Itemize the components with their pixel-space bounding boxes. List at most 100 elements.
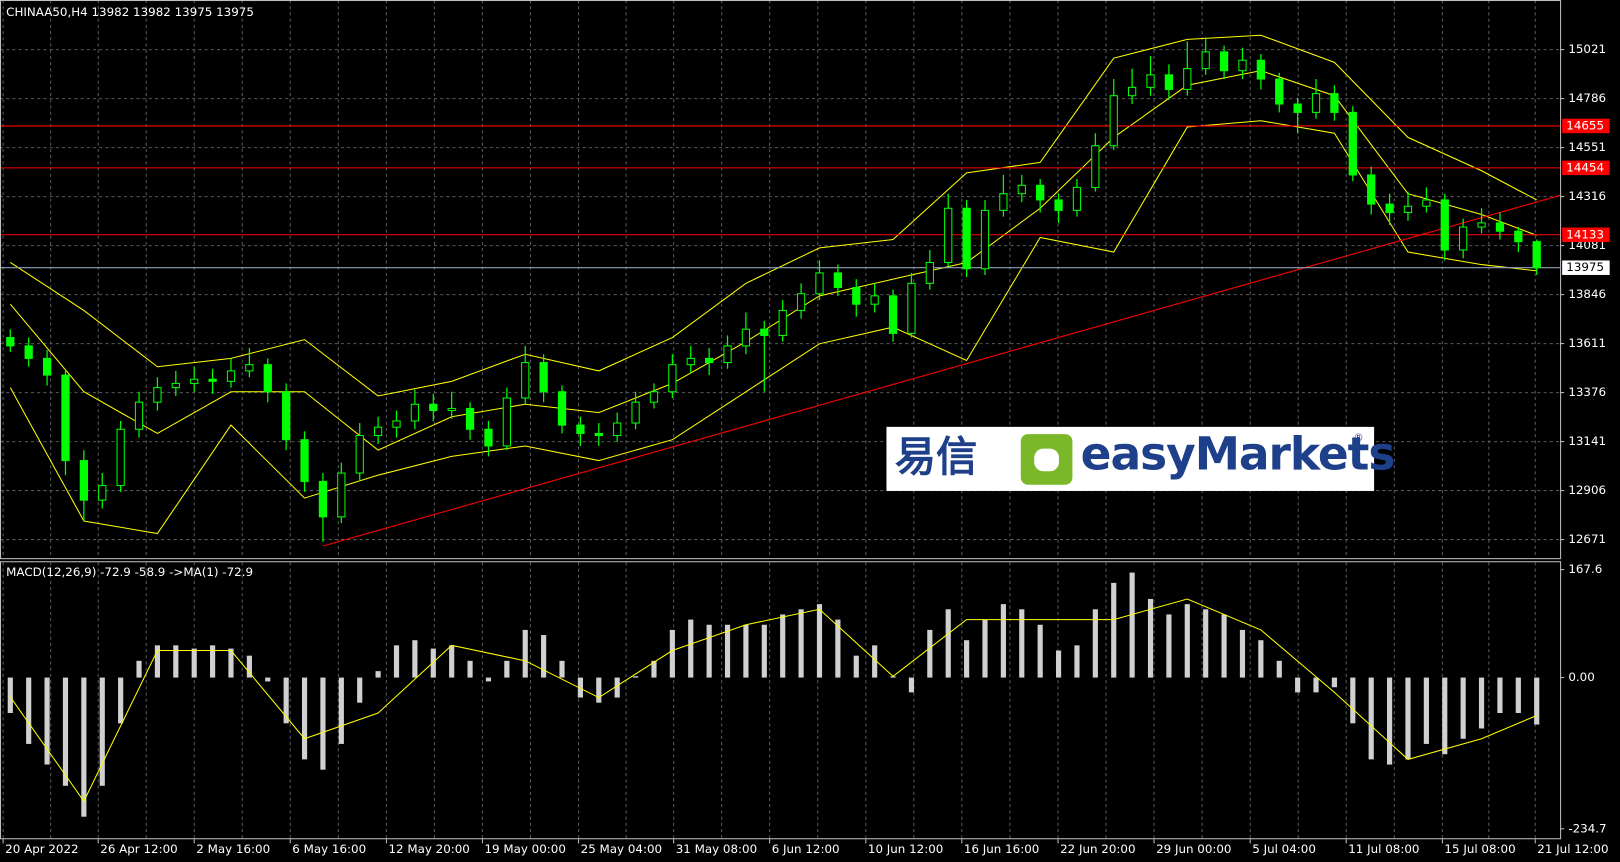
candle-body: [1183, 68, 1192, 90]
candle-body: [925, 261, 934, 284]
watermark-brand: easyMarkets: [1081, 427, 1395, 480]
frame: [0, 0, 1562, 840]
macd-bar: [1019, 609, 1025, 678]
macd-title: MACD(12,26,9) -72.9 -58.9 ->MA(1) -72.9: [6, 565, 253, 579]
macd-bar: [228, 648, 234, 678]
macd-bar: [982, 619, 988, 678]
x-tick-label: 2 May 16:00: [196, 842, 270, 856]
macd-bar: [1423, 677, 1429, 744]
bollinger-upper: [10, 34, 1537, 397]
macd-bar: [780, 614, 786, 678]
candle-body: [1275, 78, 1284, 105]
candle-body: [980, 209, 990, 270]
x-tick-label: 11 Jul 08:00: [1348, 842, 1419, 856]
macd-bar: [7, 677, 13, 714]
candle-body: [1459, 226, 1468, 251]
x-tick-label: 16 Jun 16:00: [964, 842, 1039, 856]
macd-bar: [1295, 677, 1301, 693]
candle-body: [539, 362, 548, 393]
watermark-cn: 易信: [895, 433, 978, 481]
candle-body: [1164, 74, 1174, 90]
x-tick-label: 10 Jun 12:00: [868, 842, 943, 856]
macd-bar: [1092, 609, 1098, 678]
candle-body: [6, 337, 15, 347]
x-tick-label: 5 Jul 04:00: [1252, 842, 1316, 856]
macd-bar: [118, 677, 124, 724]
candle-body: [631, 401, 640, 424]
macd-bar: [265, 677, 271, 682]
candle-body: [1109, 95, 1118, 147]
candle-body: [999, 193, 1008, 211]
y-tick-label: 13141: [1568, 434, 1606, 448]
candle-body: [1514, 230, 1523, 243]
candle-body: [1330, 93, 1339, 113]
x-tick-label: 6 May 16:00: [292, 842, 366, 856]
candle-body: [613, 422, 622, 437]
candle-body: [594, 432, 603, 437]
y-tick-label: 14786: [1568, 91, 1606, 105]
macd-bar: [688, 619, 694, 678]
macd-bar: [835, 619, 841, 678]
macd-bar: [743, 624, 749, 678]
macd-bar: [357, 677, 363, 703]
candle-body: [42, 357, 52, 376]
x-tick-label: 29 Jun 00:00: [1156, 842, 1231, 856]
macd-bar: [1147, 598, 1154, 678]
trendline: [322, 194, 1561, 547]
candle-body: [1477, 222, 1486, 228]
y-tick-label: 13376: [1568, 385, 1606, 399]
candle-body: [686, 357, 695, 366]
macd-bar: [1055, 650, 1062, 678]
macd-bar: [669, 629, 675, 678]
candle-body: [778, 309, 787, 336]
level-label: 14133: [1566, 227, 1604, 241]
macd-bar: [1166, 614, 1172, 678]
candle-body: [484, 428, 493, 447]
candle-body: [1219, 51, 1229, 72]
candle-body: [888, 295, 898, 334]
candle-body: [1036, 184, 1045, 201]
candle-body: [226, 370, 236, 382]
x-tick-label: 21 Jul 12:00: [1537, 842, 1608, 856]
candle-body: [300, 439, 309, 482]
y-tick-label: 13846: [1568, 287, 1606, 301]
macd-bar: [1203, 609, 1209, 678]
labels: CHINAA50,H4 13982 13982 13975 13975 MACD…: [5, 5, 1610, 856]
candle-body: [815, 272, 824, 295]
candle-body: [410, 403, 420, 422]
y-tick-label: 12906: [1568, 483, 1606, 497]
candle-body: [116, 428, 125, 487]
macd-bar: [1000, 604, 1006, 678]
macd-bar: [1074, 645, 1080, 678]
y-tick-label: 13611: [1568, 336, 1606, 350]
macd-bar: [1405, 677, 1411, 760]
macd-bar: [1350, 677, 1356, 724]
macd-bar: [44, 677, 50, 765]
macd-bar: [1368, 677, 1374, 760]
candle-body: [796, 293, 806, 311]
macd-bar: [945, 609, 951, 678]
macd-bar: [301, 677, 308, 760]
macd-bar: [1037, 624, 1043, 678]
macd-bar: [393, 645, 400, 678]
macd-bar: [1497, 677, 1503, 714]
candle-body: [668, 364, 677, 393]
candle-body: [1532, 241, 1541, 269]
macd-bar: [651, 660, 657, 678]
macd-bar: [1442, 677, 1448, 755]
candle-body: [1440, 199, 1449, 251]
macd-bar: [26, 677, 32, 744]
macd-bar: [246, 655, 252, 678]
candle-body: [870, 295, 879, 305]
macd-bar: [1129, 572, 1135, 678]
macd-bar: [1111, 582, 1117, 678]
candle-body: [79, 460, 88, 501]
macd-bar: [1239, 629, 1246, 678]
macd-bar: [338, 677, 344, 744]
macd-bar: [1331, 677, 1338, 688]
macd-bar: [1221, 614, 1227, 678]
candle-body: [373, 426, 383, 437]
candle-body: [337, 472, 346, 518]
level-label-box: [1562, 227, 1610, 242]
